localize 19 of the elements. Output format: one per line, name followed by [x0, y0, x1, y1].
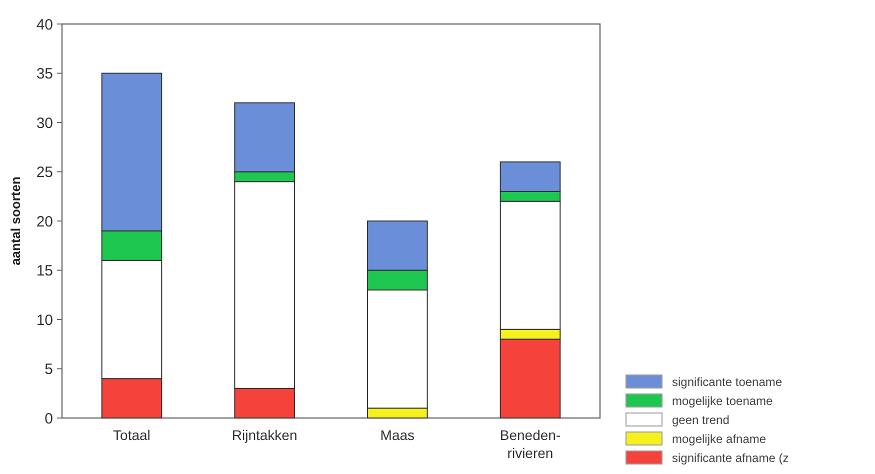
- legend-label: mogelijke toename: [672, 394, 774, 408]
- y-tick-label: 15: [36, 262, 53, 280]
- y-tick-label: 5: [44, 361, 53, 378]
- text: geen trend: [672, 413, 730, 428]
- x-tick-label: Beneden-rivieren: [500, 427, 561, 461]
- y-tick-label: 20: [36, 213, 53, 230]
- x-tick-label: Totaal: [113, 427, 150, 443]
- legend-label: significante toename: [672, 375, 782, 390]
- y-axis-title: aantal soorten: [8, 176, 23, 266]
- y-tick-label: 30: [36, 114, 53, 132]
- y-tick-label: 0: [44, 410, 53, 428]
- legend-label: mogelijke afname: [672, 432, 766, 446]
- x-tick-label: Rijntakken: [232, 427, 298, 443]
- y-tick-label: 40: [36, 16, 53, 34]
- y-tick-label: 25: [36, 164, 53, 181]
- x-tick-label: Maas: [380, 427, 415, 443]
- y-tick-label: 10: [36, 312, 53, 329]
- legend-label: significante afname (z: [672, 451, 789, 466]
- y-tick-label: 35: [36, 66, 53, 82]
